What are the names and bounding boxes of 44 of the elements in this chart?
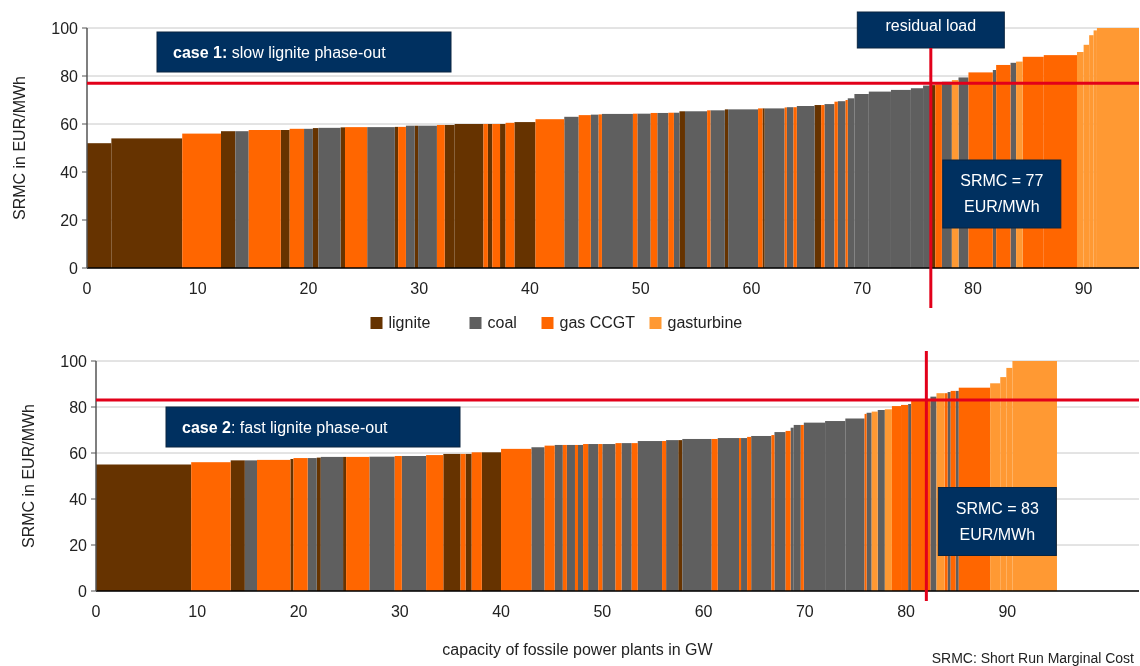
x-tick-label: 20	[289, 603, 308, 620]
x-tick-label: 20	[299, 280, 318, 297]
text: SRMC: Short Run Marginal Cost	[931, 650, 1135, 666]
y-tick-label: 20	[60, 211, 79, 229]
x-tick-label: 0	[91, 603, 101, 620]
x-tick-label: 80	[897, 603, 916, 620]
y-tick-label: 0	[78, 582, 88, 600]
y-axis-title: SRMC in EUR/MWh	[20, 403, 37, 549]
annotation: case 2: fast lignite phase-out	[182, 419, 389, 436]
x-tick-label: 50	[631, 280, 650, 297]
x-tick-label: 80	[964, 280, 982, 297]
x-tick-label: 30	[410, 280, 429, 297]
y-axis-title: SRMC in EUR/MWh	[11, 75, 28, 221]
y-tick-label: 0	[69, 259, 79, 277]
x-axis-title: capacity of fossile power plants in GW	[442, 641, 714, 658]
x-tick-label: 10	[188, 603, 207, 620]
y-tick-label: 40	[60, 163, 79, 181]
x-tick-label: 10	[188, 280, 207, 297]
annotation: SRMC = 83 EUR/MWh	[955, 499, 1040, 543]
ref-line-label: residual load	[885, 17, 977, 34]
y-tick-label: 40	[69, 490, 88, 508]
y-tick-label: 100	[60, 352, 88, 370]
x-tick-label: 40	[492, 603, 511, 620]
legend-label: gasturbine	[667, 314, 743, 331]
x-tick-label: 30	[390, 603, 409, 620]
legend-label: gas CCGT	[559, 314, 636, 331]
legend-label: lignite	[388, 314, 431, 331]
y-tick-label: 60	[60, 115, 79, 133]
x-tick-label: 90	[1074, 280, 1093, 297]
annotation: case 1: slow lignite phase-out	[173, 44, 387, 61]
x-tick-label: 90	[998, 603, 1017, 620]
annotation: SRMC = 77 EUR/MWh	[960, 172, 1044, 215]
y-tick-label: 80	[60, 67, 79, 85]
y-tick-label: 100	[51, 19, 79, 37]
legend-label: coal	[487, 314, 517, 331]
x-tick-label: 60	[742, 280, 761, 297]
x-tick-label: 60	[694, 603, 713, 620]
y-tick-label: 60	[69, 444, 88, 462]
y-tick-label: 20	[69, 536, 88, 554]
x-tick-label: 70	[853, 280, 872, 297]
y-tick-label: 80	[69, 398, 88, 416]
x-tick-label: 50	[593, 603, 612, 620]
x-tick-label: 40	[521, 280, 539, 297]
x-tick-label: 70	[795, 603, 814, 620]
